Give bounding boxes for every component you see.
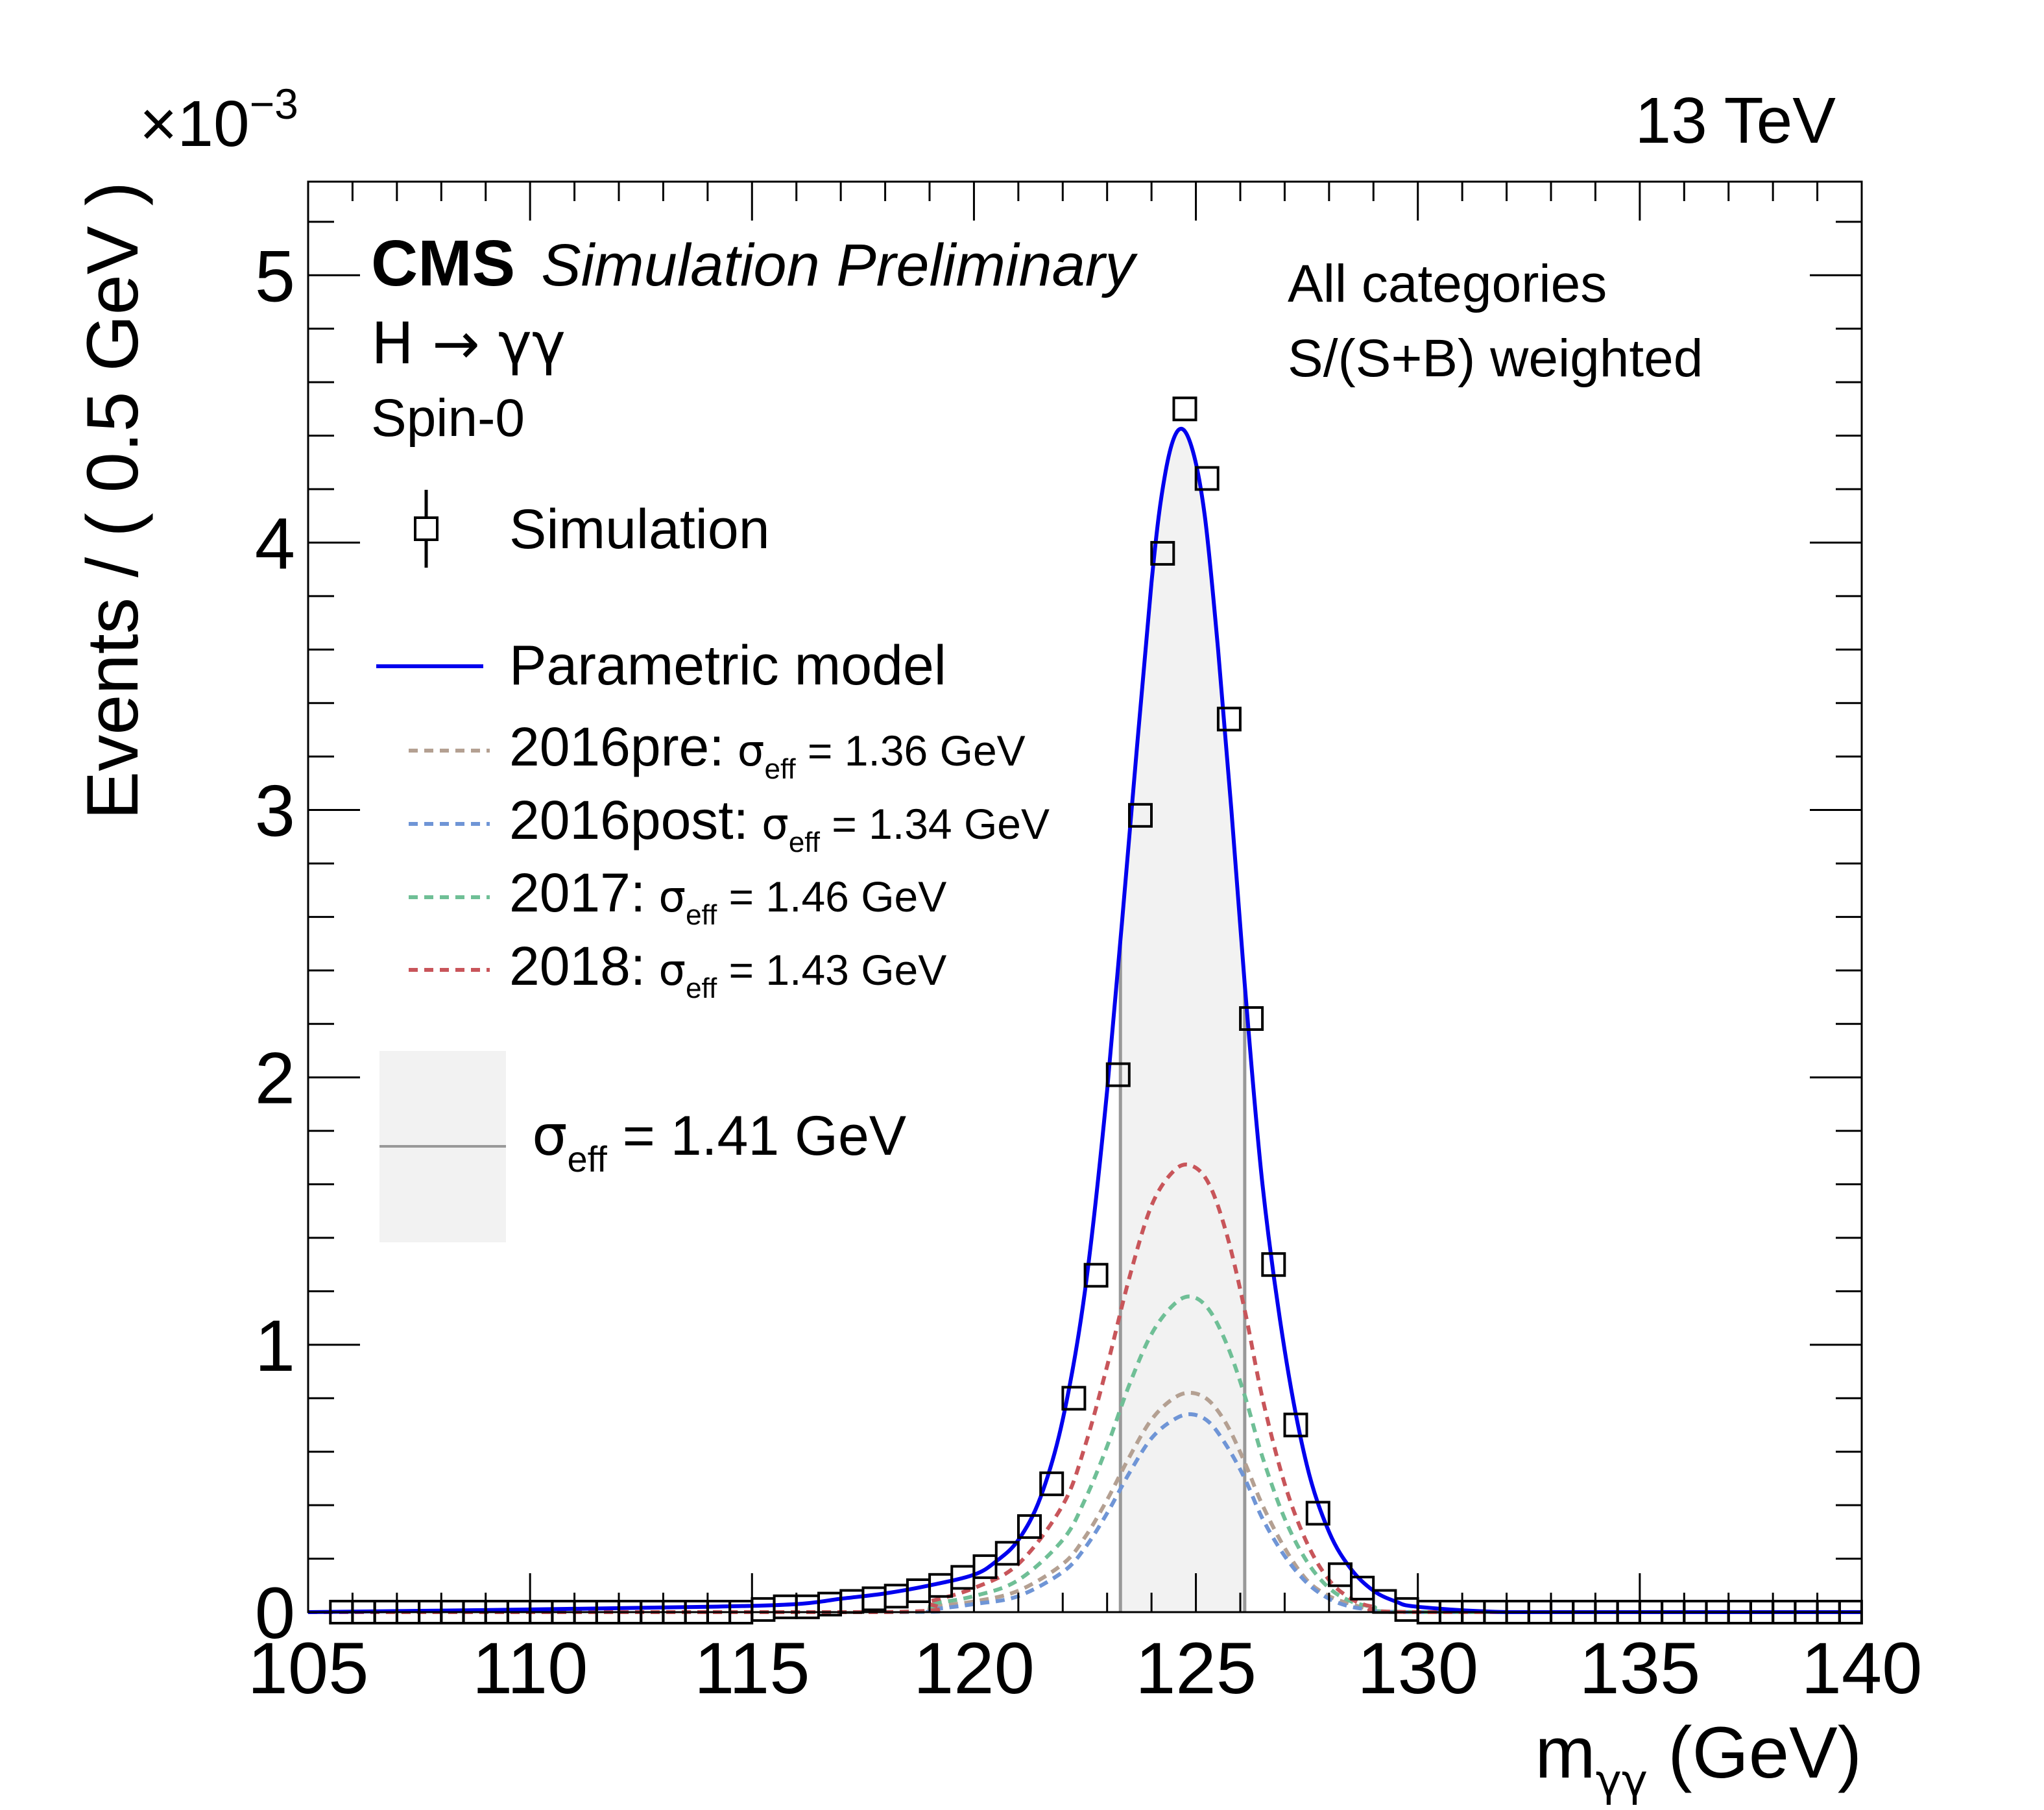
legend-2018-label: 2018: σeff = 1.43 GeV <box>509 935 946 1004</box>
simulation-point <box>1239 1006 1264 1031</box>
x-tick-label: 105 <box>248 1628 369 1709</box>
simulation-point <box>1039 1471 1064 1497</box>
process-label: H → γγ <box>371 310 566 377</box>
simulation-point <box>1150 540 1175 566</box>
simulation-point <box>1216 706 1242 732</box>
legend-2016pre-label: 2016pre: σeff = 1.36 GeV <box>509 716 1026 785</box>
simulation-point <box>1061 1386 1087 1411</box>
simulation-point <box>1105 1062 1131 1087</box>
y-tick-label: 4 <box>255 503 295 584</box>
x-tick-label: 135 <box>1579 1628 1700 1709</box>
y-exponent: ×10−3 <box>139 80 298 160</box>
curve-y2018 <box>308 1163 1862 1615</box>
energy-label: 13 TeV <box>1635 84 1836 157</box>
simulation-point <box>1328 1562 1353 1587</box>
simulation-point <box>1283 1412 1308 1438</box>
x-tick-label: 115 <box>694 1628 810 1709</box>
legend-2017-label: 2017: σeff = 1.46 GeV <box>509 862 946 931</box>
legend-simulation-label: Simulation <box>509 498 770 561</box>
legend-model-label: Parametric model <box>509 634 946 697</box>
x-tick-label: 120 <box>913 1628 1035 1709</box>
x-axis-title: mγγ (GeV) <box>1535 1712 1862 1807</box>
plot-frame <box>307 180 1863 1613</box>
simulation-point <box>1261 1252 1286 1277</box>
x-tick-labels: 105 110 115 120 125 130 135 140 <box>248 1628 1923 1709</box>
legend-simulation-marker-icon <box>414 516 439 541</box>
y-tick-label: 0 <box>255 1573 295 1654</box>
simulation-point <box>1172 396 1197 422</box>
simulation-point <box>972 1554 998 1579</box>
legend: Simulation Parametric model 2016pre: σeff… <box>376 490 1050 1242</box>
simulation-point <box>1194 466 1220 491</box>
categories-label-2: S/(S+B) weighted <box>1288 329 1703 388</box>
experiment-label: CMS Simulation Preliminary <box>371 227 1138 300</box>
y-tick-label: 5 <box>255 235 295 317</box>
y-axis-title: Events / ( 0.5 GeV ) <box>72 182 153 820</box>
axis-ticks <box>307 182 1863 1613</box>
categories-label-1: All categories <box>1288 254 1607 313</box>
x-tick-label: 130 <box>1357 1628 1478 1709</box>
y-tick-label: 1 <box>255 1305 295 1386</box>
y-tick-label: 2 <box>255 1038 295 1119</box>
legend-band-label: σeff = 1.41 GeV <box>532 1104 906 1179</box>
legend-2016post-label: 2016post: σeff = 1.34 GeV <box>509 790 1050 858</box>
simulation-point <box>1017 1514 1042 1539</box>
sigma-eff-band <box>1118 428 1247 1612</box>
simulation-point <box>1350 1575 1375 1600</box>
x-tick-label: 140 <box>1801 1628 1923 1709</box>
simulation-point <box>1305 1501 1330 1526</box>
x-tick-label: 110 <box>472 1628 588 1709</box>
simulation-point <box>1083 1262 1109 1288</box>
y-tick-labels: 0 1 2 3 4 5 <box>255 235 295 1654</box>
x-tick-label: 125 <box>1135 1628 1256 1709</box>
simulation-point <box>1128 802 1153 828</box>
sigma-eff-band-fill <box>1120 428 1245 1612</box>
spin-label: Spin-0 <box>371 389 525 448</box>
y-tick-label: 3 <box>255 771 295 852</box>
simulation-point <box>994 1541 1020 1566</box>
